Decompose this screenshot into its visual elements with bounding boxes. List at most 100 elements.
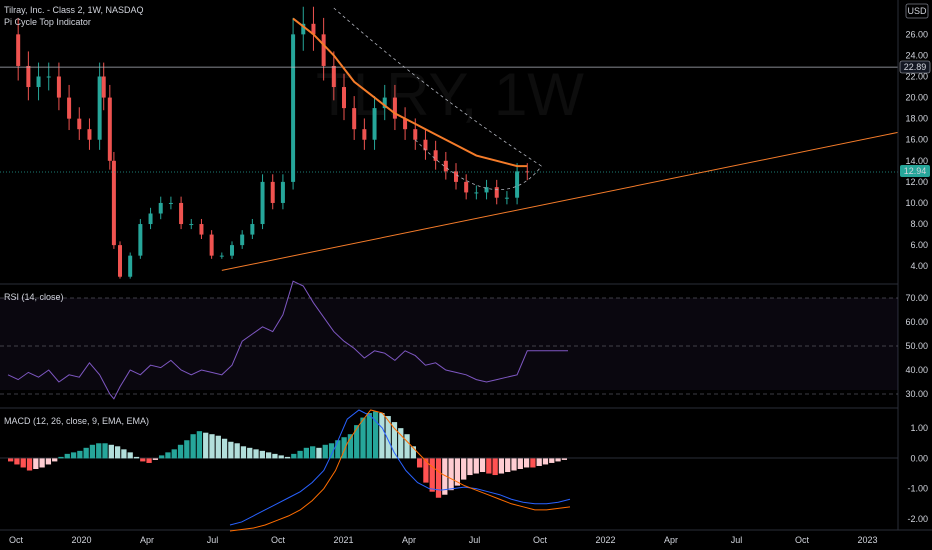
macd-histogram-bar xyxy=(448,458,454,491)
price-tick-label: 20.00 xyxy=(905,93,928,103)
macd-histogram-bar xyxy=(253,449,259,459)
macd-histogram-bar xyxy=(20,458,26,468)
candle-body xyxy=(413,129,418,140)
macd-histogram-bar xyxy=(209,434,215,459)
currency-button[interactable]: USD xyxy=(905,3,929,19)
rsi-pane[interactable]: 70.00 60.00 50.00 40.00 30.00 RSI (14, close… xyxy=(0,280,928,400)
macd-histogram-bar xyxy=(102,443,108,459)
macd-tick-label: 1.00 xyxy=(910,423,928,433)
macd-histogram-bar xyxy=(146,458,152,463)
candle-body xyxy=(168,202,173,204)
rsi-tick-label: 50.00 xyxy=(905,341,928,351)
indicator-label: Pi Cycle Top Indicator xyxy=(4,17,91,27)
macd-histogram-bar xyxy=(108,444,114,459)
macd-histogram-bar xyxy=(127,452,133,459)
macd-line xyxy=(229,409,571,526)
candle-body xyxy=(362,129,367,140)
macd-pane[interactable]: 1.00 0.00 -1.00 -2.00 MACD (12, 26, close, … xyxy=(0,409,928,532)
macd-histogram-bar xyxy=(530,458,536,468)
time-tick-label: Apr xyxy=(140,535,154,545)
candle-body xyxy=(464,181,469,193)
price-tick-label: 12.00 xyxy=(905,177,928,187)
macd-histogram-bar xyxy=(240,446,247,459)
macd-histogram-bar xyxy=(404,434,410,459)
time-tick-label: 2022 xyxy=(595,535,615,545)
time-tick-label: Oct xyxy=(795,535,810,545)
macd-histogram-bar xyxy=(442,458,448,495)
time-tick-label: Jul xyxy=(207,535,219,545)
macd-histogram-bar xyxy=(454,458,461,486)
candle-body xyxy=(423,139,428,151)
macd-histogram-bar xyxy=(284,456,291,459)
macd-histogram-bar xyxy=(70,452,77,459)
time-tick-label: 2023 xyxy=(857,535,877,545)
candle-body xyxy=(67,97,72,119)
price-tick-label: 10.00 xyxy=(905,198,928,208)
macd-histogram-bar xyxy=(461,458,467,480)
price-tick-label: 14.00 xyxy=(905,156,928,166)
macd-histogram-bar xyxy=(523,458,530,468)
macd-tick-label: -2.00 xyxy=(907,514,928,524)
candle-body xyxy=(291,34,296,182)
macd-histogram-bar xyxy=(549,458,555,463)
price-pane[interactable]: TLRY, 1W 26.00 24.00 22.00 20.00 18.00 16.00 1… xyxy=(0,6,928,279)
last-price-text: 12.94 xyxy=(904,166,927,176)
macd-histogram-bar xyxy=(259,450,265,459)
macd-histogram-bar xyxy=(486,458,492,474)
time-tick-label: 2021 xyxy=(333,535,353,545)
time-tick-label: Jul xyxy=(731,535,743,545)
candle-body xyxy=(342,87,346,109)
candle-body xyxy=(219,255,224,257)
macd-histogram-bar xyxy=(492,458,498,476)
macd-histogram-bar xyxy=(133,456,140,459)
macd-histogram-bar xyxy=(77,450,83,459)
macd-histogram-bar xyxy=(435,458,442,498)
candle-body xyxy=(494,187,499,198)
macd-histogram-bar xyxy=(121,449,127,459)
rsi-label: RSI (14, close) xyxy=(4,292,64,302)
macd-histogram-bar xyxy=(83,447,89,459)
candle-body xyxy=(56,76,61,98)
macd-histogram-bar xyxy=(265,452,272,459)
macd-histogram-bar xyxy=(322,444,328,459)
candle-body xyxy=(158,202,163,214)
macd-histogram-bar xyxy=(505,458,511,473)
macd-histogram-bar xyxy=(196,431,203,459)
macd-histogram-bar xyxy=(64,453,70,459)
candle-body xyxy=(280,181,285,203)
price-tick-label: 6.00 xyxy=(910,240,928,250)
chart-title: Tilray, Inc. - Class 2, 1W, NASDAQ xyxy=(4,5,144,15)
price-tick-label: 22.00 xyxy=(905,72,928,82)
last-price-badge: 12.94 xyxy=(900,165,930,177)
candle-body xyxy=(148,213,153,225)
candle-body xyxy=(101,76,106,98)
macd-histogram-bar xyxy=(278,455,284,459)
macd-histogram-bar xyxy=(328,443,335,459)
macd-histogram-bar xyxy=(89,444,96,459)
macd-histogram-bar xyxy=(410,446,416,459)
candle-body xyxy=(111,160,116,246)
macd-histogram-bar xyxy=(536,458,542,466)
macd-histogram-bar xyxy=(316,447,322,459)
macd-histogram-bar xyxy=(341,437,347,459)
macd-histogram-bar xyxy=(152,458,159,460)
candle-body xyxy=(454,171,458,182)
candle-body xyxy=(77,118,82,130)
macd-histogram-bar xyxy=(391,422,398,459)
time-tick-label: Apr xyxy=(402,535,416,545)
time-axis[interactable]: Oct 2020 Apr Jul Oct 2021 Apr Jul Oct 2022 Apr Jul O… xyxy=(9,535,878,545)
price-tick-label: 24.00 xyxy=(905,50,928,60)
arc-curve-lower xyxy=(414,139,542,191)
macd-histogram-bar xyxy=(542,458,549,465)
candle-body xyxy=(230,245,234,256)
candle-body xyxy=(392,97,397,119)
candle-body xyxy=(484,187,489,193)
price-tick-label: 4.00 xyxy=(910,261,928,271)
candle-body xyxy=(87,129,92,140)
macd-histogram-bar xyxy=(517,458,523,469)
candle-body xyxy=(209,234,214,256)
macd-histogram-bar xyxy=(360,417,366,459)
price-tick-label: 18.00 xyxy=(905,114,928,124)
macd-histogram-bar xyxy=(335,440,341,459)
